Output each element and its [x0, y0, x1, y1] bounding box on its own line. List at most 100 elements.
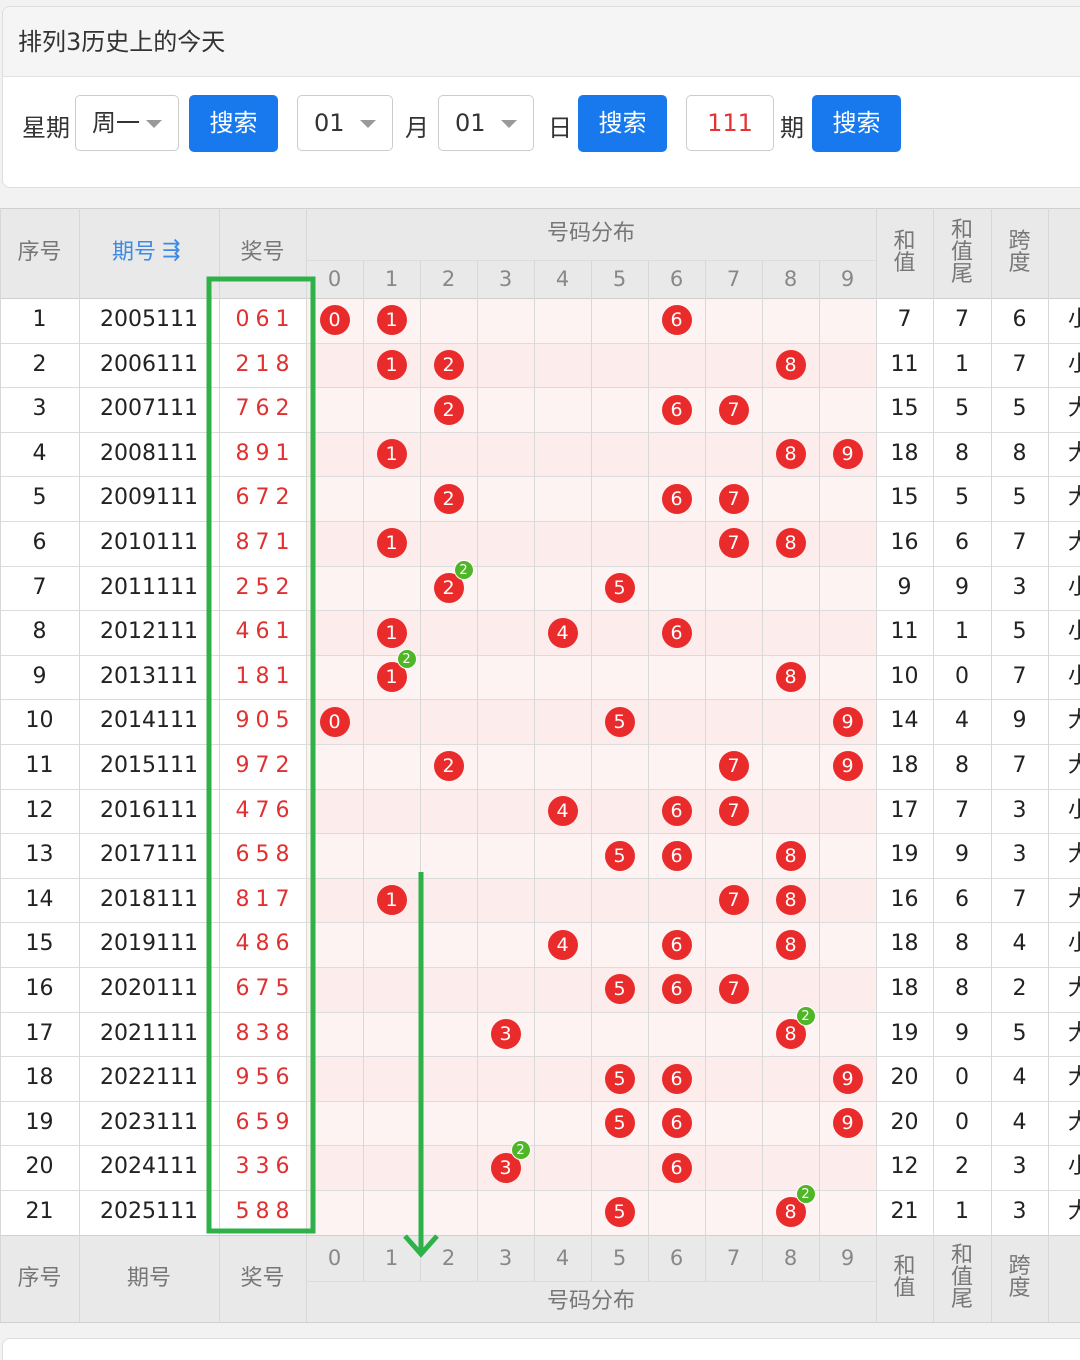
weekday-select[interactable]: 周一 [75, 95, 179, 151]
row-award: 181 [235, 663, 296, 689]
row-period: 2023111 [100, 1109, 198, 1135]
header-distribution: 号码分布 [546, 221, 635, 246]
row-index: 4 [32, 440, 47, 466]
row-award: 972 [235, 753, 296, 778]
row-index: 5 [32, 485, 47, 511]
row-index: 8 [32, 619, 47, 645]
row-period: 2010111 [100, 530, 198, 555]
row-period: 2012111 [100, 619, 198, 645]
day-select[interactable]: 01 [438, 95, 534, 151]
row-index: 16 [25, 976, 54, 1001]
duplicate-badge: 2 [396, 649, 417, 670]
row-period: 2018111 [100, 886, 198, 912]
number-ball: 1 [376, 305, 407, 336]
duplicate-badge: 2 [453, 559, 474, 580]
number-ball: 8 [775, 439, 806, 470]
row-award: 476 [235, 797, 296, 823]
number-ball: 6 [661, 1152, 692, 1183]
number-ball: 5 [604, 1063, 635, 1094]
footer-digit-6: 6 [669, 1245, 684, 1270]
row-sum-tail: 8 [955, 440, 969, 466]
row-size: 大 [1068, 396, 1080, 422]
month-label: 月 [405, 114, 429, 142]
number-ball: 7 [718, 483, 749, 514]
bottom-panel [2, 1338, 1080, 1360]
period-search-button[interactable]: 搜索 [812, 95, 901, 152]
footer-digit-9: 9 [840, 1245, 855, 1270]
table-border [0, 208, 1080, 209]
row-index: 21 [25, 1199, 54, 1224]
row-period: 2013111 [100, 663, 198, 689]
sort-icon[interactable]: ⇶ [162, 238, 181, 263]
number-ball: 6 [661, 840, 692, 871]
row-size: 大 [1068, 530, 1080, 555]
footer-digit-1: 1 [384, 1245, 399, 1270]
row-sum-tail: 0 [955, 1065, 969, 1091]
column-divider [648, 260, 649, 1281]
column-divider [819, 260, 820, 1281]
row-period: 2007111 [100, 396, 198, 422]
number-ball: 5 [604, 706, 635, 737]
row-sum: 20 [890, 1109, 919, 1135]
row-span: 3 [1012, 797, 1027, 823]
number-ball: 0 [319, 706, 350, 737]
number-ball: 4 [547, 617, 578, 648]
row-size: 大 [1068, 886, 1080, 912]
row-award: 905 [235, 708, 296, 734]
row-sum-tail: 0 [955, 1109, 969, 1135]
header-digit-9: 9 [840, 267, 855, 291]
row-sum-tail: 1 [955, 619, 969, 645]
row-period: 2022111 [100, 1065, 198, 1091]
row-span: 5 [1012, 619, 1027, 645]
row-award: 762 [235, 396, 296, 422]
column-divider [705, 260, 706, 1281]
row-sum-tail: 9 [955, 842, 969, 868]
column-divider [363, 260, 364, 1281]
row-divider [0, 744, 1080, 745]
row-sum-tail: 8 [955, 753, 969, 778]
row-index: 6 [32, 530, 47, 555]
row-period: 2016111 [100, 797, 198, 823]
footer-digit-5: 5 [612, 1245, 627, 1270]
row-index: 1 [32, 307, 47, 332]
row-award: 838 [235, 1020, 296, 1046]
footer-index: 序号 [17, 1265, 62, 1291]
row-divider [0, 1190, 1080, 1191]
row-divider [0, 655, 1080, 656]
row-index: 20 [25, 1154, 54, 1180]
row-span: 7 [1012, 663, 1027, 689]
row-sum: 21 [890, 1199, 919, 1224]
month-select[interactable]: 01 [297, 95, 393, 151]
number-ball: 5 [604, 840, 635, 871]
weekday-label: 星期 [22, 114, 70, 142]
row-divider [0, 476, 1080, 477]
row-divider [0, 566, 1080, 567]
row-award: 871 [235, 530, 296, 555]
row-divider [0, 789, 1080, 790]
row-index: 14 [25, 886, 54, 912]
row-span: 3 [1012, 842, 1027, 868]
number-ball: 5 [604, 1197, 635, 1228]
number-ball: 3 [490, 1018, 521, 1049]
column-divider [591, 260, 592, 1281]
row-award: 891 [235, 440, 296, 466]
row-size: 小 [1068, 663, 1080, 689]
row-size: 大 [1068, 976, 1080, 1001]
header-digit-5: 5 [612, 267, 627, 291]
row-span: 5 [1012, 485, 1027, 511]
period-input[interactable]: 111 [686, 95, 774, 151]
row-sum: 11 [890, 351, 919, 377]
row-index: 15 [25, 931, 54, 957]
highlight-box [206, 276, 316, 1234]
number-ball: 0 [319, 305, 350, 336]
column-divider [477, 260, 478, 1281]
number-ball: 6 [661, 929, 692, 960]
column-divider [933, 208, 934, 1322]
duplicate-badge: 2 [795, 1005, 816, 1026]
date-search-button[interactable]: 搜索 [578, 95, 667, 152]
weekday-search-button[interactable]: 搜索 [189, 95, 278, 152]
row-span: 4 [1012, 1109, 1027, 1135]
row-index: 11 [25, 753, 54, 778]
footer-digit-7: 7 [726, 1245, 741, 1270]
row-span: 3 [1012, 574, 1027, 600]
